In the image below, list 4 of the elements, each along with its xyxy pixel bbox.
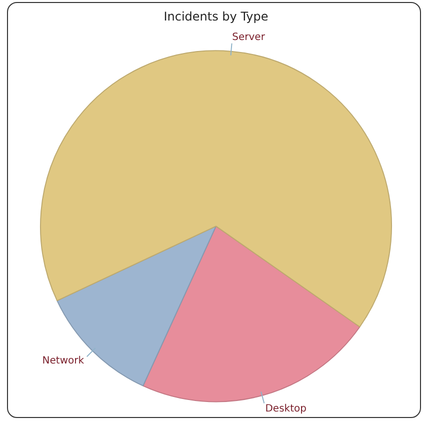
- slice-label: Server: [232, 32, 266, 43]
- slice-label: Network: [42, 355, 84, 366]
- slice-label: Desktop: [265, 404, 306, 415]
- chart-title: Incidents by Type: [164, 9, 268, 24]
